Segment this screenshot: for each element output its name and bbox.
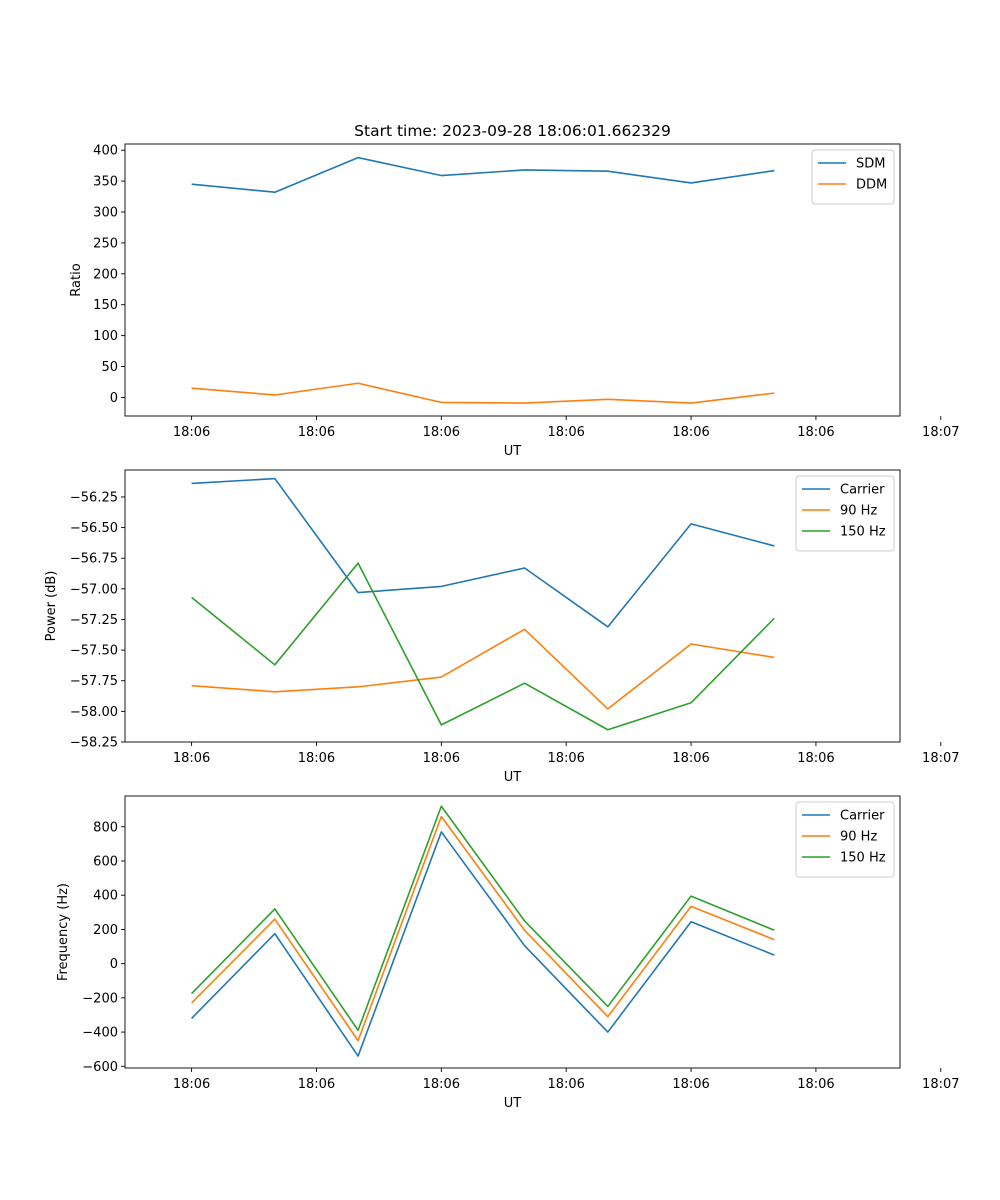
x-tick-label: 18:06: [298, 751, 335, 766]
y-tick-label: −56.50: [70, 521, 118, 536]
axes-frame: [124, 469, 901, 743]
y-tick-label: 100: [93, 329, 118, 344]
chart-panel-3: 18:06 18:06 18:06 18:06 18:06 18:06 18:07 −600 −…: [56, 795, 960, 1111]
x-tick-label: 18:06: [672, 751, 709, 766]
legend-label: Carrier: [840, 809, 885, 824]
y-tick-label: 600: [93, 855, 118, 870]
series-line-sdm: [191, 156, 775, 194]
x-tick-label: 18:07: [922, 751, 959, 766]
y-axis-label: Power (dB): [44, 571, 59, 642]
y-tick-label: 300: [93, 206, 118, 221]
legend-label: 90 Hz: [840, 830, 877, 845]
x-tick-label: 18:06: [672, 1077, 709, 1092]
y-tick-label: −57.25: [70, 613, 118, 628]
y-tick-label: 800: [93, 820, 118, 835]
y-tick-label: 400: [93, 144, 118, 159]
y-tick-label: −600: [82, 1060, 118, 1075]
x-axis-label: UT: [504, 1096, 522, 1111]
series-line-90-hz: [191, 815, 775, 1042]
series-line-carrier: [191, 831, 775, 1057]
y-tick-label: 200: [93, 267, 118, 282]
chart-panel-1: 18:06 18:06 18:06 18:06 18:06 18:06 18:07 0 50 10…: [69, 143, 960, 459]
legend-label: DDM: [856, 178, 887, 193]
x-tick-label: 18:06: [547, 425, 584, 440]
y-tick-label: −58.00: [70, 705, 118, 720]
x-tick-label: 18:06: [298, 425, 335, 440]
series-line-150-hz: [191, 805, 775, 1032]
x-tick-label: 18:06: [423, 1077, 460, 1092]
legend-label: SDM: [856, 157, 885, 172]
y-tick-label: −400: [82, 1026, 118, 1041]
y-tick-label: −200: [82, 991, 118, 1006]
axes-frame: [124, 795, 901, 1069]
legend: Carrier 90 Hz 150 Hz: [795, 475, 895, 552]
figure-title: Start time: 2023-09-28 18:06:01.662329: [354, 122, 671, 140]
chart-panels: 18:06 18:06 18:06 18:06 18:06 18:06 18:07 0 50 10…: [44, 143, 960, 1111]
y-tick-label: 200: [93, 923, 118, 938]
y-tick-label: −58.25: [70, 736, 118, 751]
y-axis-label: Ratio: [69, 263, 84, 296]
series-line-ddm: [191, 382, 775, 404]
y-tick-label: 350: [93, 175, 118, 190]
x-tick-label: 18:06: [423, 751, 460, 766]
x-tick-label: 18:06: [797, 751, 834, 766]
x-tick-label: 18:06: [547, 751, 584, 766]
series-line-90-hz: [191, 628, 775, 710]
y-tick-label: 0: [110, 957, 118, 972]
x-tick-label: 18:06: [173, 1077, 210, 1092]
series-line-carrier: [191, 477, 775, 628]
x-tick-label: 18:06: [797, 425, 834, 440]
legend-label: 90 Hz: [840, 504, 877, 519]
legend-box: [795, 801, 895, 878]
legend-label: Carrier: [840, 483, 885, 498]
legend-label: 150 Hz: [840, 851, 886, 866]
legend-box: [795, 475, 895, 552]
legend: SDM DDM: [811, 149, 895, 205]
y-tick-label: −57.00: [70, 582, 118, 597]
y-tick-label: −56.75: [70, 552, 118, 567]
axes-frame: [124, 143, 901, 417]
x-tick-label: 18:06: [547, 1077, 584, 1092]
x-tick-label: 18:06: [672, 425, 709, 440]
legend: Carrier 90 Hz 150 Hz: [795, 801, 895, 878]
y-tick-label: 150: [93, 298, 118, 313]
series-line-150-hz: [191, 562, 775, 731]
y-tick-label: −57.75: [70, 674, 118, 689]
y-tick-label: −57.50: [70, 644, 118, 659]
y-tick-label: 400: [93, 889, 118, 904]
x-tick-label: 18:07: [922, 1077, 959, 1092]
x-tick-label: 18:06: [423, 425, 460, 440]
x-axis-label: UT: [504, 770, 522, 785]
x-tick-label: 18:06: [173, 751, 210, 766]
x-tick-label: 18:06: [298, 1077, 335, 1092]
y-tick-label: 50: [101, 360, 118, 375]
x-axis-label: UT: [504, 444, 522, 459]
y-axis-label: Frequency (Hz): [56, 883, 71, 981]
y-tick-label: 250: [93, 236, 118, 251]
legend-label: 150 Hz: [840, 525, 886, 540]
chart-panel-2: 18:06 18:06 18:06 18:06 18:06 18:06 18:07 −58.2…: [44, 469, 960, 785]
y-tick-label: 0: [110, 391, 118, 406]
x-tick-label: 18:06: [797, 1077, 834, 1092]
y-tick-label: −56.25: [70, 490, 118, 505]
x-tick-label: 18:06: [173, 425, 210, 440]
x-tick-label: 18:07: [922, 425, 959, 440]
